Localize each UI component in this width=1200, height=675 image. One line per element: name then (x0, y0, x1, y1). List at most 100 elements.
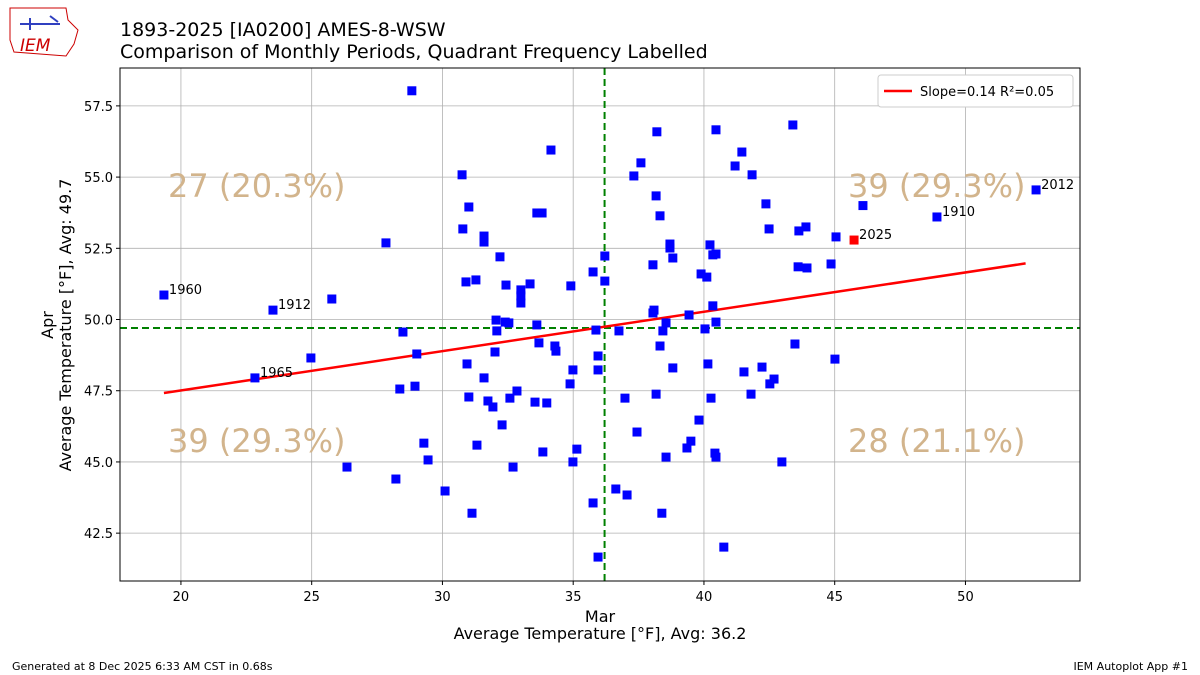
chart-title: 1893-2025 [IA0200] AMES-8-WSW (120, 19, 446, 41)
point (684, 310, 694, 320)
x-tick-label: 30 (434, 590, 451, 605)
point (711, 317, 721, 327)
point (546, 145, 556, 155)
point (458, 224, 468, 234)
point (250, 373, 260, 383)
point (398, 327, 408, 337)
point (696, 269, 706, 279)
logo-text: IEM (20, 36, 51, 56)
point (512, 386, 522, 396)
point (657, 508, 667, 518)
point (327, 294, 337, 304)
point (542, 398, 552, 408)
y-tick-label: 47.5 (84, 385, 113, 400)
point (381, 238, 391, 248)
point (593, 365, 603, 375)
point (682, 443, 692, 453)
point (538, 447, 548, 457)
x-tick-label: 35 (565, 590, 582, 605)
point (702, 272, 712, 282)
quadrant-label: 39 (29.3%) (848, 167, 1026, 205)
point (765, 379, 775, 389)
plot-frame (119, 67, 1081, 582)
y-tick-label: 50.0 (84, 314, 113, 329)
logo-mark (20, 15, 60, 30)
point (629, 171, 639, 181)
logo: IEM (9, 7, 79, 57)
point (440, 486, 450, 496)
point (611, 484, 621, 494)
point (457, 170, 467, 180)
point (410, 381, 420, 391)
point (525, 279, 535, 289)
point (504, 318, 514, 328)
legend-label: Slope=0.14 R²=0.05 (920, 85, 1054, 100)
point (306, 353, 316, 363)
point (1031, 185, 1041, 195)
point (764, 224, 774, 234)
point (488, 402, 498, 412)
point (588, 267, 598, 277)
plot-area (120, 68, 1080, 581)
point (655, 211, 665, 221)
point (588, 498, 598, 508)
point (551, 346, 561, 356)
point (703, 359, 713, 369)
point (711, 125, 721, 135)
point (568, 457, 578, 467)
y-tick-label: 42.5 (84, 527, 113, 542)
point (537, 208, 547, 218)
point (593, 351, 603, 361)
point (572, 444, 582, 454)
point (462, 359, 472, 369)
point (532, 208, 542, 218)
legend: Slope=0.14 R²=0.05 (877, 74, 1074, 108)
point (467, 508, 477, 518)
x-tick-label: 25 (303, 590, 320, 605)
point (342, 462, 352, 472)
point (794, 226, 804, 236)
point-label: 1910 (942, 205, 975, 220)
point (655, 341, 665, 351)
point (649, 305, 659, 315)
point-label: 1912 (278, 298, 311, 313)
legend-box (877, 74, 1074, 108)
y-tick-label: 55.0 (84, 171, 113, 186)
point (706, 393, 716, 403)
point (790, 339, 800, 349)
point (708, 301, 718, 311)
x-tick-label: 40 (696, 590, 713, 605)
chart-subtitle: Comparison of Monthly Periods, Quadrant … (120, 41, 708, 63)
footer-left: Generated at 8 Dec 2025 6:33 AM CST in 0… (12, 660, 273, 673)
point (737, 147, 747, 157)
point (661, 318, 671, 328)
point (622, 490, 632, 500)
x-tick-label: 50 (957, 590, 974, 605)
point (651, 191, 661, 201)
point (490, 347, 500, 357)
point-label: 1960 (169, 283, 202, 298)
point (826, 259, 836, 269)
point (501, 280, 511, 290)
point (412, 349, 422, 359)
point (423, 455, 433, 465)
point (658, 326, 668, 336)
point (479, 231, 489, 241)
point (395, 384, 405, 394)
point (568, 365, 578, 375)
point (620, 393, 630, 403)
point (700, 324, 710, 334)
point (668, 253, 678, 263)
point (694, 415, 704, 425)
point (614, 326, 624, 336)
point (591, 325, 601, 335)
quadrant-label: 27 (20.3%) (168, 167, 346, 205)
point (788, 120, 798, 130)
point (686, 436, 696, 446)
point (661, 452, 671, 462)
point (711, 452, 721, 462)
point-label: 2025 (859, 228, 892, 243)
point (508, 462, 518, 472)
x-tick-label: 45 (826, 590, 843, 605)
